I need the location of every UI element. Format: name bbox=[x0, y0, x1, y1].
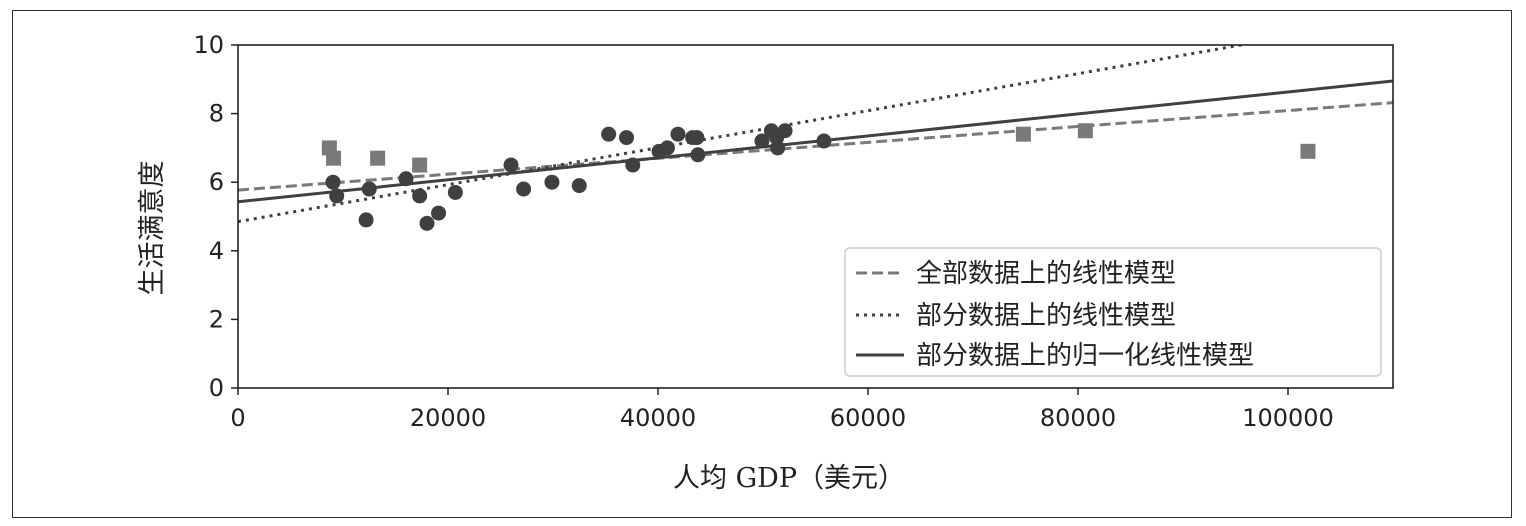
legend: 全部数据上的线性模型 部分数据上的线性模型 部分数据上的归一化线性模型 bbox=[844, 247, 1382, 377]
data-point-circle bbox=[503, 157, 519, 173]
data-point-square bbox=[1015, 126, 1031, 142]
data-point-circle bbox=[419, 215, 435, 231]
legend-label-dashed: 全部数据上的线性模型 bbox=[916, 259, 1176, 289]
data-point-circle bbox=[398, 171, 414, 187]
legend-label-dotted: 部分数据上的线性模型 bbox=[916, 301, 1176, 331]
x-axis-label: 人均 GDP（美元） bbox=[673, 463, 905, 494]
data-point-circle bbox=[777, 123, 793, 139]
data-point-circle bbox=[689, 130, 705, 146]
data-point-square bbox=[370, 150, 386, 166]
plot-area bbox=[237, 44, 1394, 389]
data-point-circle bbox=[571, 178, 587, 194]
data-point-circle bbox=[670, 126, 686, 142]
data-point-square bbox=[412, 157, 428, 173]
data-point-circle bbox=[619, 130, 634, 146]
y-tick-label: 0 bbox=[209, 374, 224, 402]
data-point-square bbox=[1077, 123, 1093, 139]
y-axis-label: 生活满意度 bbox=[137, 161, 168, 296]
data-point-circle bbox=[516, 181, 532, 197]
data-point-circle bbox=[412, 188, 428, 204]
data-point-circle bbox=[625, 157, 641, 173]
x-tick-label: 40000 bbox=[620, 404, 696, 432]
y-tick-label: 6 bbox=[209, 168, 224, 196]
legend-box bbox=[844, 247, 1382, 377]
data-point-circle bbox=[601, 126, 617, 142]
y-axis-ticks: 0 2 4 6 8 10 bbox=[193, 31, 238, 402]
data-point-circle bbox=[690, 147, 706, 163]
x-tick-label: 60000 bbox=[830, 404, 906, 432]
data-point-circle bbox=[447, 184, 463, 200]
data-point-circle bbox=[544, 174, 560, 190]
data-point-circle bbox=[816, 133, 832, 149]
x-tick-label: 80000 bbox=[1040, 404, 1116, 432]
data-point-circle bbox=[325, 174, 341, 190]
data-points bbox=[321, 123, 1316, 231]
data-point-circle bbox=[358, 212, 374, 228]
x-tick-label: 20000 bbox=[410, 404, 486, 432]
x-tick-label: 100000 bbox=[1242, 404, 1334, 432]
data-point-circle bbox=[431, 205, 447, 221]
y-tick-label: 4 bbox=[209, 237, 224, 265]
data-point-circle bbox=[754, 133, 770, 149]
data-point-circle bbox=[361, 181, 377, 197]
data-point-circle bbox=[659, 140, 675, 156]
y-tick-label: 2 bbox=[209, 305, 224, 333]
fit-lines bbox=[238, 45, 1393, 224]
data-point-circle bbox=[329, 188, 345, 204]
fit-line-dotted bbox=[238, 45, 1250, 224]
fit-line-solid bbox=[238, 79, 1393, 204]
x-tick-label: 0 bbox=[230, 404, 245, 432]
data-point-circle bbox=[770, 140, 786, 156]
y-tick-label: 10 bbox=[193, 31, 224, 59]
data-point-square bbox=[326, 150, 342, 166]
y-tick-label: 8 bbox=[209, 100, 224, 128]
legend-label-solid: 部分数据上的归一化线性模型 bbox=[916, 341, 1254, 371]
data-point-square bbox=[1300, 143, 1316, 159]
fit-line-dashed bbox=[238, 101, 1393, 192]
x-axis-ticks: 0 20000 40000 60000 80000 100000 bbox=[230, 388, 1334, 432]
